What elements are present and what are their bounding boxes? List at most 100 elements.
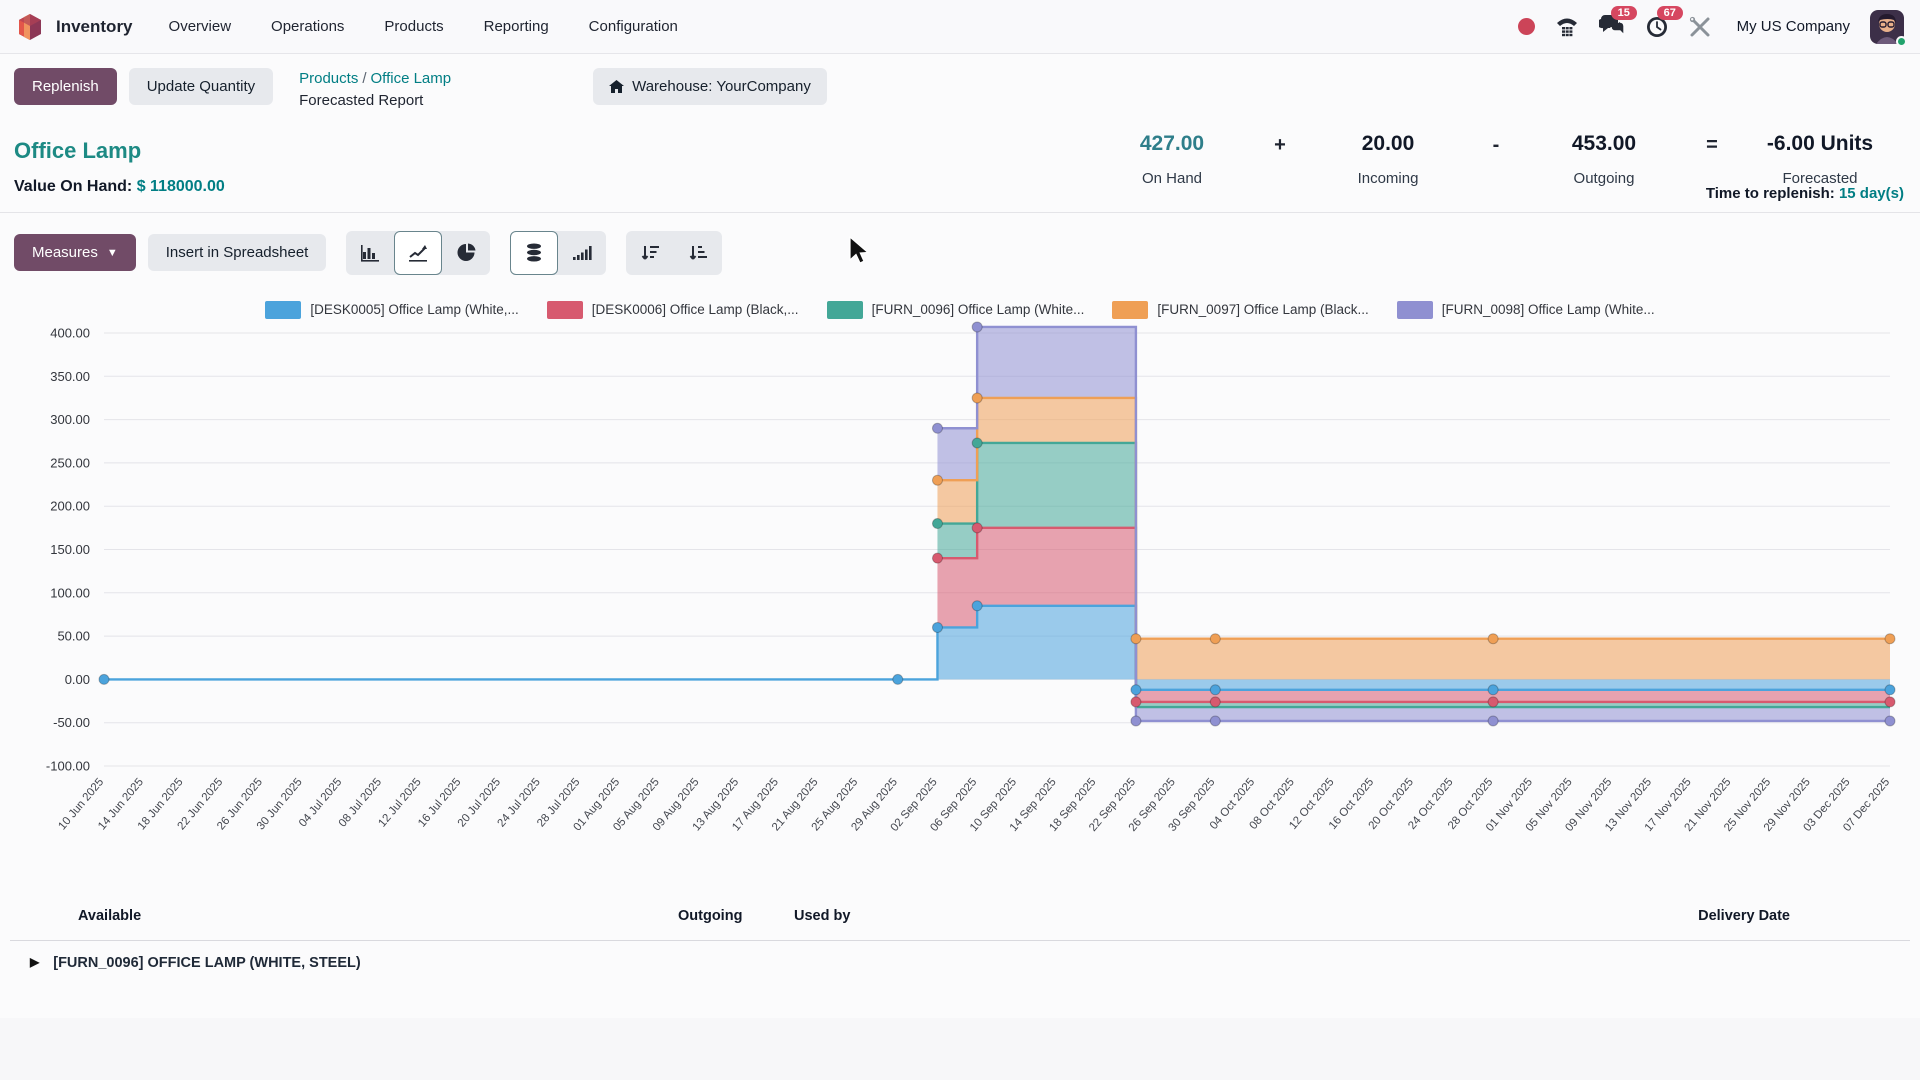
legend-item[interactable]: [FURN_0097] Office Lamp (Black... [1112, 300, 1369, 319]
data-point[interactable] [98, 673, 110, 685]
data-point[interactable] [971, 599, 983, 611]
kpi-outgoing: 453.00 Outgoing [1524, 132, 1684, 187]
inventory-app-icon[interactable] [16, 13, 44, 41]
tools-icon[interactable] [1689, 16, 1711, 38]
series-line [937, 441, 1890, 708]
data-point[interactable] [971, 391, 983, 403]
nav-item-overview[interactable]: Overview [168, 18, 232, 35]
data-point[interactable] [1884, 683, 1896, 695]
legend-item[interactable]: [DESK0005] Office Lamp (White,... [265, 300, 519, 319]
forecast-chart[interactable]: 400.00 350.00 300.00 250.00 200.00 150.00 100.… [0, 320, 1920, 893]
breadcrumb-product-link[interactable]: Office Lamp [370, 70, 452, 87]
data-point[interactable] [1487, 695, 1499, 707]
messages-badge: 15 [1610, 5, 1637, 20]
kpi-operator: - [1492, 133, 1500, 156]
forecast-header: Office Lamp Value On Hand: $ 118000.00 4… [0, 121, 1920, 213]
sort-ascending-button[interactable] [674, 231, 722, 275]
data-point[interactable] [931, 474, 943, 486]
activities-clock-icon[interactable]: 67 [1645, 5, 1683, 39]
legend-label: [DESK0006] Office Lamp (Black,... [591, 302, 799, 317]
legend-item[interactable]: [DESK0006] Office Lamp (Black,... [546, 300, 799, 319]
data-point[interactable] [1487, 683, 1499, 695]
nav-item-configuration[interactable]: Configuration [588, 18, 678, 35]
y-axis-tick: 350.00 [50, 368, 90, 383]
legend-item[interactable]: [FURN_0098] Office Lamp (White... [1396, 300, 1655, 319]
column-header-outgoing: Outgoing [678, 907, 743, 924]
sort-descending-button[interactable] [626, 231, 674, 275]
data-point[interactable] [1209, 695, 1221, 707]
nav-item-reporting[interactable]: Reporting [483, 18, 549, 35]
data-point[interactable] [931, 552, 943, 564]
data-point[interactable] [931, 422, 943, 434]
nav-item-products[interactable]: Products [384, 18, 444, 35]
warehouse-filter-label: Warehouse: YourCompany [632, 78, 811, 95]
phone-icon[interactable] [1555, 16, 1579, 38]
data-point[interactable] [1487, 714, 1499, 726]
bar-chart-button[interactable] [346, 231, 394, 275]
replenish-button[interactable]: Replenish [14, 68, 117, 105]
y-axis-tick: 50.00 [57, 628, 90, 643]
kpi-value: 427.00 [1139, 131, 1205, 155]
chart-legend: [DESK0005] Office Lamp (White,... [DESK00… [0, 300, 1920, 319]
insert-in-spreadsheet-button[interactable]: Insert in Spreadsheet [147, 234, 327, 271]
legend-item[interactable]: [FURN_0096] Office Lamp (White... [826, 300, 1084, 319]
data-point[interactable] [931, 621, 943, 633]
measures-button[interactable]: Measures ▼ [14, 234, 136, 271]
sort-group [626, 230, 723, 275]
breadcrumb-products-link[interactable]: Products [299, 70, 359, 87]
stacked-toggle-button[interactable] [510, 230, 559, 275]
data-point[interactable] [1130, 683, 1142, 695]
y-axis-tick: 400.00 [50, 325, 90, 340]
cumulative-toggle-button[interactable] [558, 231, 606, 275]
app-name[interactable]: Inventory [56, 16, 133, 36]
pie-chart-button[interactable] [442, 231, 490, 275]
breadcrumb: Products / Office Lamp Forecasted Report [299, 68, 451, 112]
data-point[interactable] [1884, 632, 1896, 644]
line-chart-button[interactable] [394, 230, 443, 275]
stacked-group [510, 230, 607, 275]
data-point[interactable] [971, 320, 983, 332]
sort-descending-icon [642, 245, 660, 260]
kpi-label: Forecasted [1782, 169, 1858, 187]
chevron-down-icon: ▼ [106, 246, 118, 259]
expand-caret-icon: ▶ [30, 954, 40, 969]
data-point[interactable] [1130, 632, 1142, 644]
y-axis-tick: 200.00 [50, 498, 90, 513]
online-status-dot [1896, 35, 1907, 47]
table-divider [10, 939, 1910, 941]
data-point[interactable] [1130, 714, 1142, 726]
column-header-used-by: Used by [794, 907, 851, 924]
data-point[interactable] [1487, 632, 1499, 644]
table-group-row[interactable]: ▶ [FURN_0096] OFFICE LAMP (WHITE, STEEL) [0, 941, 1920, 971]
stacked-database-icon [527, 243, 542, 262]
data-point[interactable] [1209, 632, 1221, 644]
home-icon [609, 79, 625, 93]
recording-indicator-icon[interactable] [1517, 18, 1535, 35]
warehouse-filter-facet[interactable]: Warehouse: YourCompany [593, 68, 827, 105]
top-nav-bar: Inventory Overview Operations Products Repo… [0, 0, 1920, 54]
data-point[interactable] [1209, 683, 1221, 695]
y-axis-tick: -50.00 [53, 715, 90, 730]
data-point[interactable] [1130, 695, 1142, 707]
nav-menu: Overview Operations Products Reporting Confi… [169, 18, 678, 35]
company-switcher[interactable]: My US Company [1736, 18, 1850, 35]
table-group-label: [FURN_0096] OFFICE LAMP (WHITE, STEEL) [53, 954, 361, 971]
messages-icon[interactable]: 15 [1598, 5, 1637, 39]
data-point[interactable] [1884, 714, 1896, 726]
sort-ascending-icon [690, 245, 708, 260]
nav-item-operations[interactable]: Operations [271, 18, 345, 35]
data-point[interactable] [971, 436, 983, 448]
series-area [937, 442, 1890, 707]
series-area [937, 527, 1890, 702]
forecast-table-header: Available Outgoing Used by Delivery Date [0, 898, 1920, 940]
y-axis-tick: 0.00 [65, 671, 90, 686]
user-avatar[interactable] [1870, 9, 1907, 47]
data-point[interactable] [931, 517, 943, 529]
value-on-hand-value[interactable]: $ 118000.00 [136, 177, 225, 195]
data-point[interactable] [971, 521, 983, 533]
data-point[interactable] [892, 673, 904, 685]
time-to-replenish-value[interactable]: 15 day(s) [1838, 184, 1904, 202]
data-point[interactable] [1209, 714, 1221, 726]
data-point[interactable] [1884, 695, 1896, 707]
update-quantity-button[interactable]: Update Quantity [128, 68, 274, 105]
